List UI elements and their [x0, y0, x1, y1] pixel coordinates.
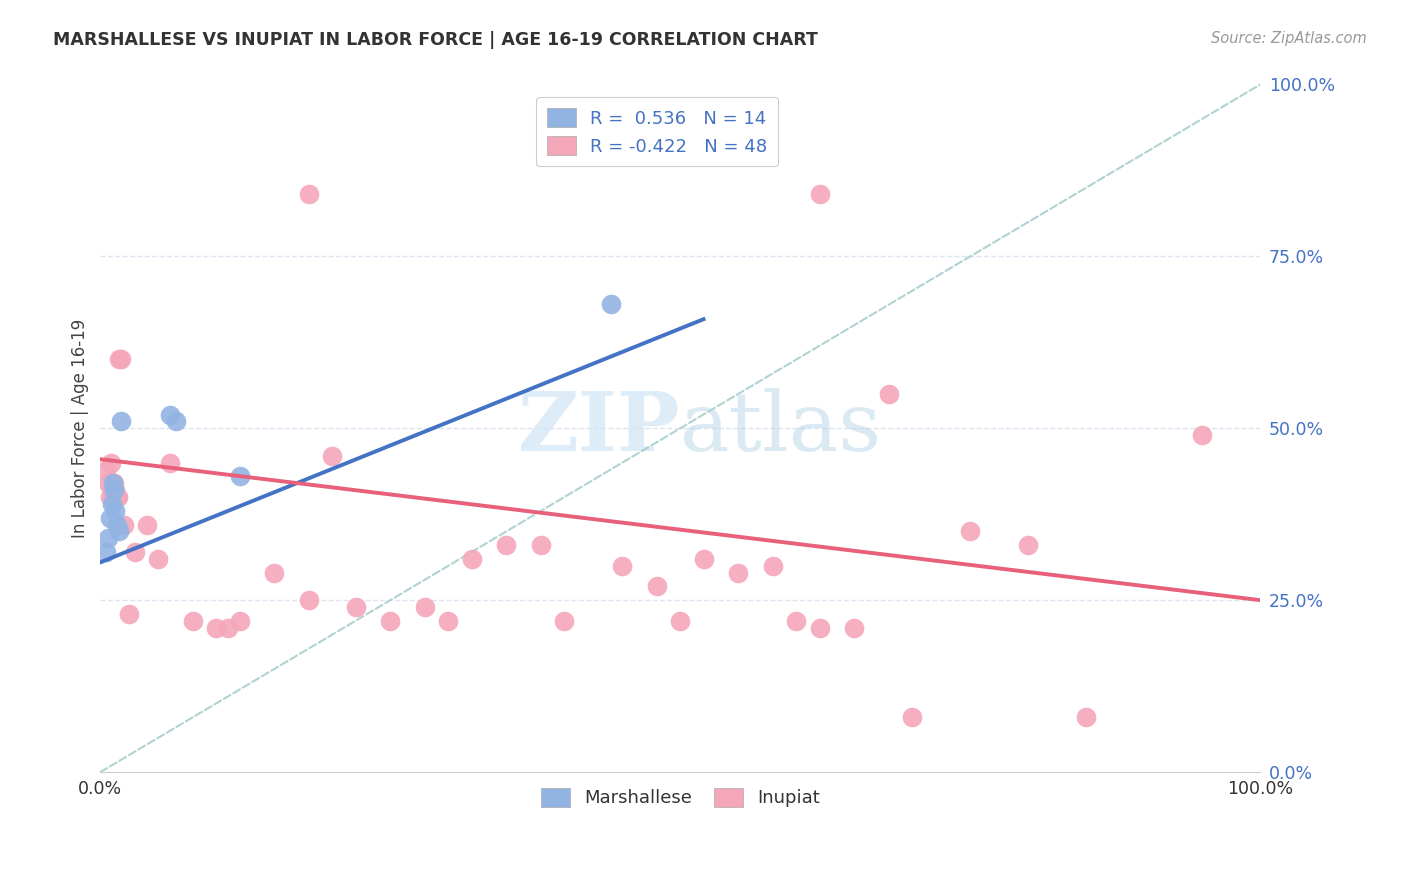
Point [762, 558, 785, 573]
Point [344, 600, 367, 615]
Point [97, 531, 120, 545]
Point [1191, 428, 1213, 442]
Point [135, 517, 157, 532]
Text: MARSHALLESE VS INUPIAT IN LABOR FORCE | AGE 16-19 CORRELATION CHART: MARSHALLESE VS INUPIAT IN LABOR FORCE | … [53, 31, 818, 49]
Point [1017, 538, 1039, 552]
Point [181, 614, 204, 628]
Text: atlas: atlas [681, 388, 883, 468]
Point [98, 510, 121, 524]
Point [553, 614, 575, 628]
Point [727, 566, 749, 580]
Point [110, 352, 132, 367]
Point [808, 621, 831, 635]
Point [124, 545, 146, 559]
Point [263, 566, 285, 580]
Point [645, 579, 668, 593]
Point [877, 387, 900, 401]
Point [437, 614, 460, 628]
Point [380, 614, 402, 628]
Point [217, 621, 239, 635]
Y-axis label: In Labor Force | Age 16-19: In Labor Force | Age 16-19 [72, 318, 89, 538]
Point [118, 607, 141, 621]
Point [298, 187, 321, 202]
Point [205, 621, 228, 635]
Point [108, 524, 131, 539]
Point [148, 552, 170, 566]
Point [94, 462, 117, 476]
Point [105, 517, 128, 532]
Legend: Marshallese, Inupiat: Marshallese, Inupiat [534, 780, 827, 814]
Text: Source: ZipAtlas.com: Source: ZipAtlas.com [1211, 31, 1367, 46]
Point [98, 490, 121, 504]
Point [298, 593, 321, 607]
Point [692, 552, 714, 566]
Point [100, 456, 122, 470]
Point [101, 497, 124, 511]
Point [413, 600, 436, 615]
Point [107, 490, 129, 504]
Point [959, 524, 981, 539]
Point [159, 456, 181, 470]
Point [108, 352, 131, 367]
Point [159, 408, 181, 422]
Point [669, 614, 692, 628]
Point [901, 710, 924, 724]
Point [110, 414, 132, 428]
Point [1076, 710, 1098, 724]
Point [612, 558, 634, 573]
Text: ZIP: ZIP [517, 388, 681, 468]
Point [530, 538, 553, 552]
Point [599, 297, 621, 311]
Point [844, 621, 866, 635]
Point [101, 483, 124, 497]
Point [101, 476, 124, 491]
Point [103, 476, 125, 491]
Point [97, 476, 120, 491]
Point [112, 517, 135, 532]
Point [228, 469, 250, 483]
Point [321, 449, 343, 463]
Point [165, 414, 187, 428]
Point [101, 490, 124, 504]
Point [103, 483, 125, 497]
Point [460, 552, 482, 566]
Point [785, 614, 807, 628]
Point [105, 490, 128, 504]
Point [228, 614, 250, 628]
Point [495, 538, 517, 552]
Point [94, 545, 117, 559]
Point [808, 187, 831, 202]
Point [104, 483, 127, 497]
Point [104, 504, 127, 518]
